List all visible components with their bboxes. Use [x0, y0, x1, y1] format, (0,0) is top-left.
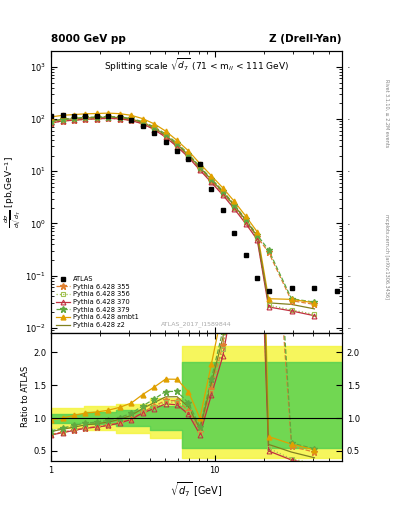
Y-axis label: $\frac{d\sigma}{d\sqrt{d_7}}$ [pb,GeV$^{-1}$]: $\frac{d\sigma}{d\sqrt{d_7}}$ [pb,GeV$^{…: [3, 156, 23, 228]
Text: mcplots.cern.ch [arXiv:1306.3436]: mcplots.cern.ch [arXiv:1306.3436]: [384, 214, 389, 298]
Text: ATLAS_2017_I1589844: ATLAS_2017_I1589844: [161, 322, 232, 327]
Text: Rivet 3.1.10, ≥ 2.2M events: Rivet 3.1.10, ≥ 2.2M events: [384, 78, 389, 147]
Legend: ATLAS, Pythia 6.428 355, Pythia 6.428 356, Pythia 6.428 370, Pythia 6.428 379, P: ATLAS, Pythia 6.428 355, Pythia 6.428 35…: [54, 275, 140, 329]
Text: Splitting scale $\sqrt{d_7}$ (71 < m$_{ll}$ < 111 GeV): Splitting scale $\sqrt{d_7}$ (71 < m$_{l…: [104, 57, 289, 74]
Y-axis label: Ratio to ATLAS: Ratio to ATLAS: [21, 366, 30, 428]
Text: Z (Drell-Yan): Z (Drell-Yan): [270, 33, 342, 44]
X-axis label: $\sqrt{d_7}$ [GeV]: $\sqrt{d_7}$ [GeV]: [170, 480, 223, 499]
Text: 8000 GeV pp: 8000 GeV pp: [51, 33, 126, 44]
